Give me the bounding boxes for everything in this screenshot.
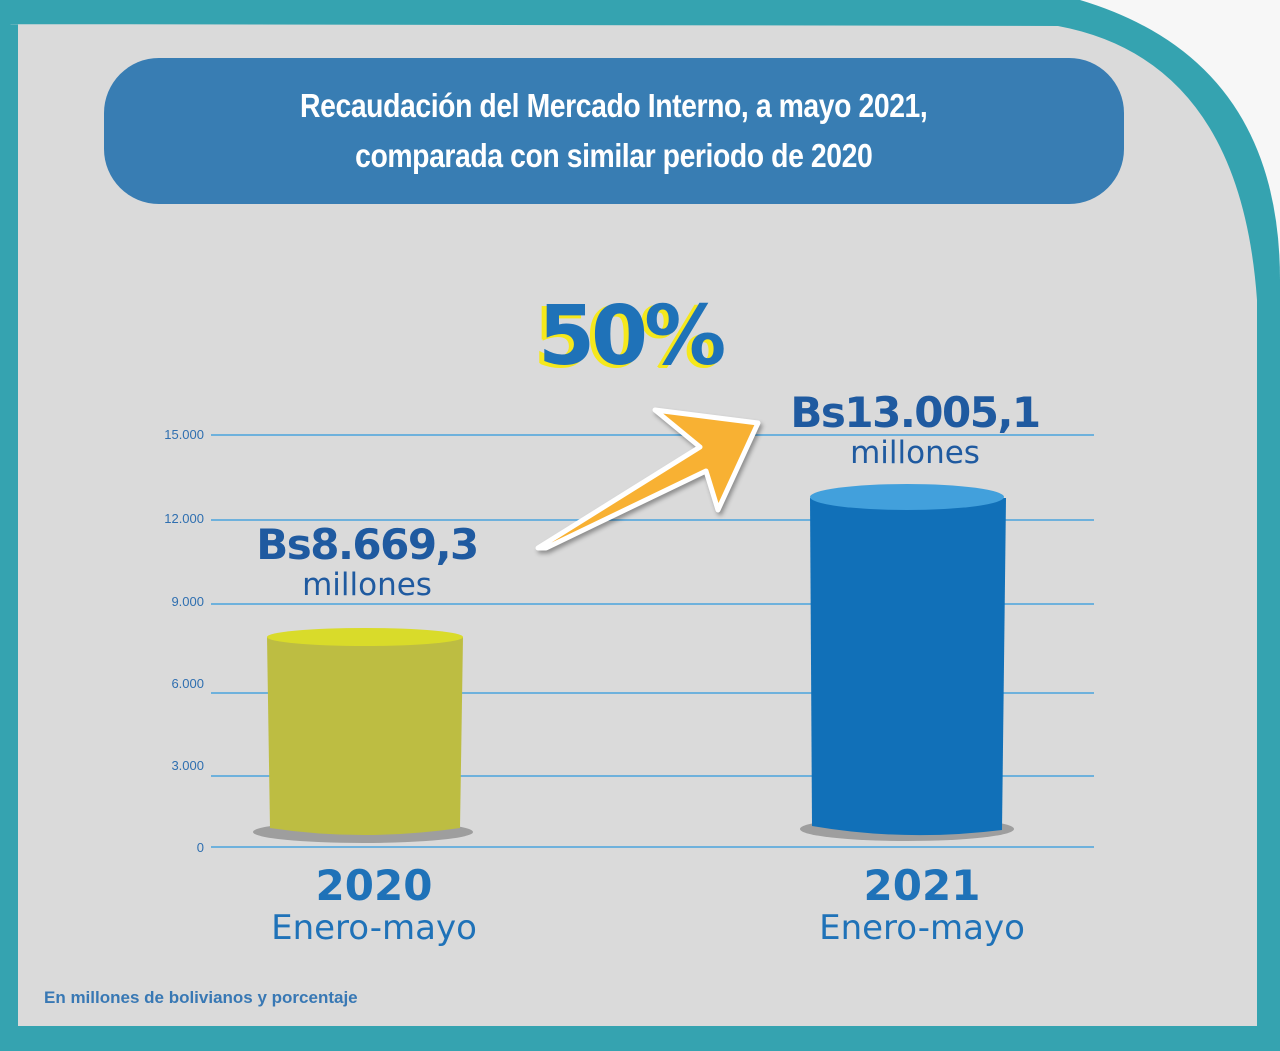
chart-title: Recaudación del Mercado Interno, a mayo …	[104, 58, 1124, 204]
y-tick-9000: 9.000	[171, 594, 204, 609]
y-tick-15000: 15.000	[164, 427, 204, 442]
title-line-1: Recaudación del Mercado Interno, a mayo …	[300, 87, 928, 124]
x-label-2020: 2020 Enero-mayo	[244, 861, 504, 949]
unit-2020: millones	[302, 567, 432, 603]
growth-percentage: 50%	[538, 289, 726, 384]
value-label-2021: Bs13.005,1 millones	[770, 388, 1060, 471]
y-tick-12000: 12.000	[164, 511, 204, 526]
year-2020: 2020	[315, 861, 433, 910]
footnote: En millones de bolivianos y porcentaje	[44, 988, 358, 1007]
value-2020: Bs8.669,3	[256, 520, 479, 569]
up-arrow-icon	[535, 407, 761, 551]
bar-2021	[800, 484, 1014, 841]
bar-2020	[253, 628, 473, 843]
y-tick-0: 0	[196, 840, 204, 855]
y-tick-6000: 6.000	[171, 676, 204, 691]
title-line-2: comparada con similar periodo de 2020	[355, 137, 873, 174]
x-label-2021: 2021 Enero-mayo	[792, 861, 1052, 949]
period-2021: Enero-mayo	[819, 908, 1025, 948]
y-tick-3000: 3.000	[171, 758, 204, 773]
value-2021: Bs13.005,1	[790, 388, 1041, 437]
unit-2021: millones	[850, 435, 980, 471]
value-label-2020: Bs8.669,3 millones	[232, 520, 502, 603]
year-2021: 2021	[863, 861, 981, 910]
period-2020: Enero-mayo	[271, 908, 477, 948]
